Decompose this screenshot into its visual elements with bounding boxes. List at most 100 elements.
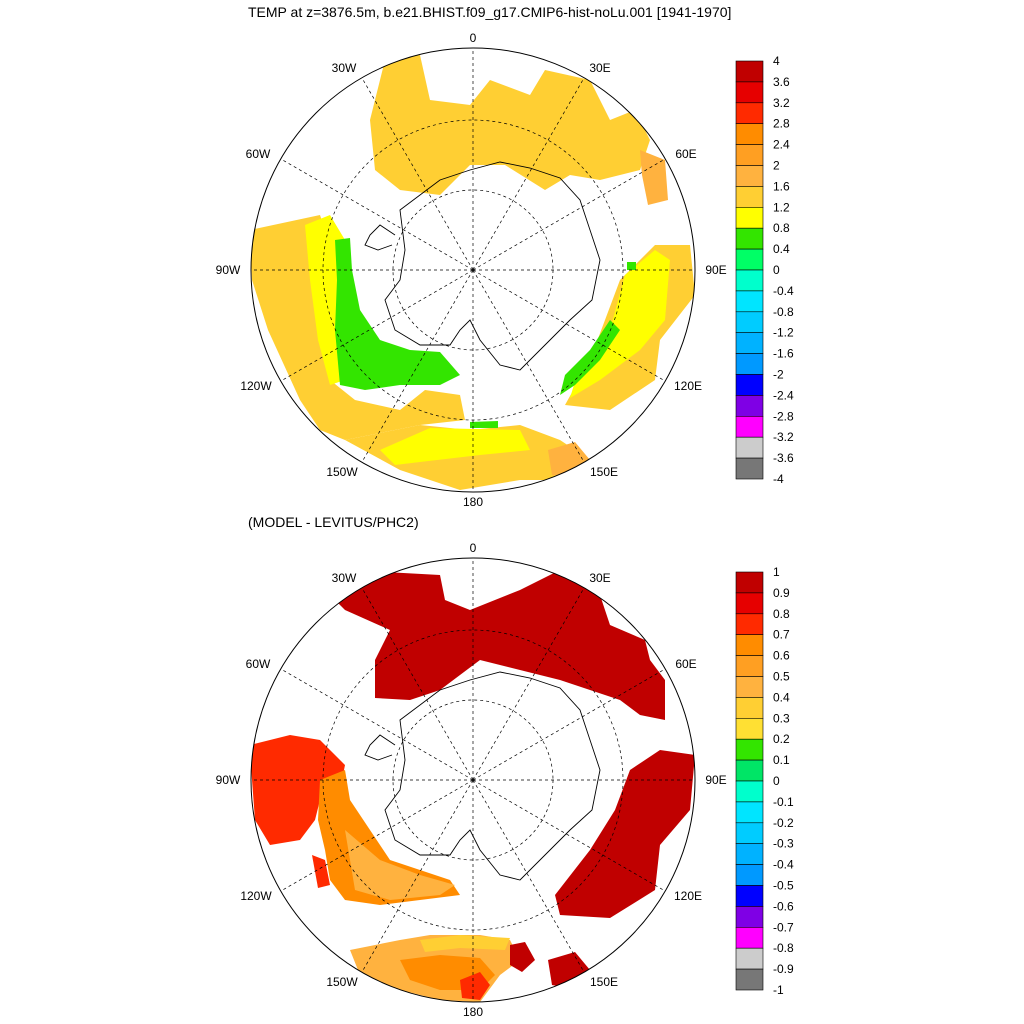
- top-colorbar-swatch: [735, 436, 764, 459]
- bottom-colorbar-swatch: [735, 885, 764, 907]
- bottom-field-south-darkred: [510, 942, 535, 972]
- bottom-colorbar-label: -0.7: [773, 920, 794, 934]
- bottom-colorbar-swatch: [735, 906, 764, 928]
- bottom-colorbar-swatch: [735, 759, 764, 782]
- bottom-colorbar-swatch: [735, 926, 764, 949]
- bottom-colorbar-label: -0.2: [773, 816, 794, 830]
- bottom-field-atlantic: [335, 570, 665, 720]
- top-colorbar-label: -0.4: [773, 284, 794, 298]
- bottom-colorbar-label: 0.4: [773, 690, 790, 704]
- bottom-colorbar-label: -0.5: [773, 879, 794, 893]
- bottom-colorbar-label: 0.5: [773, 670, 790, 684]
- bottom-colorbar-swatch: [735, 801, 764, 824]
- top-colorbar-label: -1.2: [773, 326, 794, 340]
- bottom-lon-label: 120E: [674, 889, 702, 903]
- top-map-boundary: [250, 47, 696, 493]
- bottom-field-east: [555, 750, 695, 918]
- bottom-colorbar-label: 1: [773, 565, 780, 579]
- bottom-antarctica-coast: [384, 671, 601, 881]
- top-colorbar-label: 1.2: [773, 200, 790, 214]
- top-colorbar-swatch: [735, 415, 764, 438]
- bottom-map-boundary: [250, 557, 696, 1003]
- top-field-southwest: [251, 215, 465, 440]
- bottom-colorbar-label: 0.1: [773, 753, 790, 767]
- bottom-field-south-yellow: [420, 935, 510, 952]
- top-colorbar-label: -4: [773, 472, 784, 486]
- top-field-atlantic: [370, 55, 650, 195]
- bottom-colorbar-label: 0.3: [773, 711, 790, 725]
- top-lon-label: 30W: [332, 61, 357, 75]
- bottom-colorbar: 1 0.9 0.8 0.7 0.6 0.5 0.4 0.3 0.2 0.1 0 -0.1 -0.2 -0.…: [735, 565, 794, 997]
- top-colorbar-swatch: [735, 353, 764, 375]
- bottom-colorbar-label: 0: [773, 774, 780, 788]
- bottom-field-west-red: [251, 735, 345, 845]
- top-antarctic-peninsula: [364, 224, 396, 251]
- bottom-colorbar-swatch: [735, 843, 764, 865]
- top-colorbar-swatch: [735, 186, 764, 208]
- bottom-colorbar-swatch: [735, 634, 764, 656]
- bottom-colorbar-swatch: [735, 864, 764, 886]
- top-map-title: TEMP at z=3876.5m, b.e21.BHIST.f09_g17.C…: [248, 4, 732, 20]
- bottom-colorbar-swatch: [735, 571, 764, 594]
- bottom-lon-label: 30E: [589, 571, 610, 585]
- top-colorbar-label: -2.4: [773, 388, 794, 402]
- top-lon-label: 0: [470, 31, 477, 45]
- top-lon-label: 90E: [705, 263, 726, 277]
- top-lon-label: 120E: [674, 379, 702, 393]
- bottom-colorbar-label: 0.9: [773, 586, 790, 600]
- top-colorbar-swatch: [735, 457, 764, 480]
- bottom-colorbar-swatch: [735, 697, 764, 719]
- top-field-green-west: [335, 238, 460, 390]
- top-colorbar-label: -3.2: [773, 430, 794, 444]
- bottom-lon-label: 0: [470, 541, 477, 555]
- bottom-colorbar-label: -0.6: [773, 899, 794, 913]
- top-lon-label: 150W: [326, 465, 358, 479]
- top-colorbar-label: 2.8: [773, 117, 790, 131]
- bottom-colorbar-label: 0.6: [773, 649, 790, 663]
- bottom-polar-map: 0 30E 60E 90E 120E 150E 180 150W 120W 90…: [216, 541, 727, 1019]
- bottom-colorbar-swatch: [735, 738, 764, 761]
- bottom-colorbar-swatch: [735, 968, 764, 991]
- top-shaded-field: [251, 55, 695, 490]
- bottom-colorbar-swatch: [735, 676, 764, 698]
- bottom-colorbar-label: -0.3: [773, 837, 794, 851]
- bottom-field-west-small-red: [312, 855, 330, 888]
- bottom-lon-label: 60W: [246, 657, 271, 671]
- bottom-colorbar-swatch: [735, 613, 764, 635]
- bottom-colorbar-swatch: [735, 592, 764, 615]
- top-lon-label: 30E: [589, 61, 610, 75]
- top-colorbar-swatch: [735, 290, 764, 313]
- top-colorbar-swatch: [735, 165, 764, 187]
- top-lon-label: 90W: [216, 263, 241, 277]
- bottom-colorbar-label: -0.1: [773, 795, 794, 809]
- bottom-colorbar-label: 0.8: [773, 607, 790, 621]
- bottom-antarctic-peninsula: [364, 734, 396, 761]
- bottom-colorbar-swatch: [735, 655, 764, 677]
- top-colorbar-label: 2.4: [773, 138, 790, 152]
- top-field-west-yellow: [305, 215, 345, 385]
- bottom-map-title: (MODEL - LEVITUS/PHC2): [248, 514, 419, 530]
- top-lon-label: 60W: [246, 147, 271, 161]
- top-lon-label: 180: [463, 495, 483, 509]
- top-field-green-south: [470, 421, 498, 428]
- bottom-lon-label: 90E: [705, 773, 726, 787]
- top-graticule: [251, 48, 695, 492]
- top-antarctica-coast: [384, 161, 601, 371]
- top-colorbar-swatch: [735, 102, 764, 125]
- top-colorbar-label: 2: [773, 159, 780, 173]
- top-lon-label: 60E: [675, 147, 696, 161]
- bottom-colorbar-label: -1: [773, 983, 784, 997]
- bottom-lon-label: 180: [463, 1005, 483, 1019]
- top-field-green-east-small: [627, 262, 636, 270]
- bottom-colorbar-label: 0.2: [773, 732, 790, 746]
- top-colorbar-label: -3.6: [773, 451, 794, 465]
- top-field-indian-east: [640, 150, 668, 205]
- bottom-colorbar-label: -0.9: [773, 962, 794, 976]
- top-colorbar: 4 3.6 3.2 2.8 2.4 2 1.6 1.2 0.8 0.4 0 -0.4 -0.8 -1.2 -…: [735, 54, 794, 486]
- top-colorbar-label: -2.8: [773, 409, 794, 423]
- bottom-lon-label: 90W: [216, 773, 241, 787]
- bottom-colorbar-swatch: [735, 822, 764, 844]
- bottom-field-west-lightorange: [345, 830, 455, 900]
- top-colorbar-label: 0.8: [773, 221, 790, 235]
